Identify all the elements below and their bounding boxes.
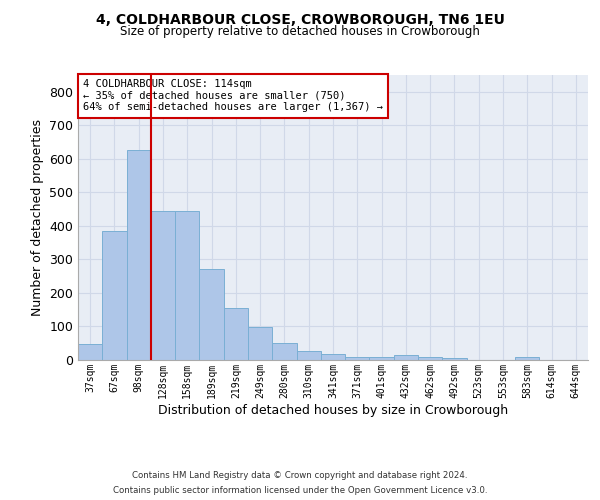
Bar bbox=[272, 342, 296, 360]
Bar bbox=[248, 328, 272, 360]
Text: Size of property relative to detached houses in Crowborough: Size of property relative to detached ho… bbox=[120, 25, 480, 38]
Text: Contains HM Land Registry data © Crown copyright and database right 2024.: Contains HM Land Registry data © Crown c… bbox=[132, 471, 468, 480]
Bar bbox=[78, 344, 102, 360]
Bar bbox=[515, 358, 539, 360]
X-axis label: Distribution of detached houses by size in Crowborough: Distribution of detached houses by size … bbox=[158, 404, 508, 416]
Bar bbox=[394, 355, 418, 360]
Bar bbox=[151, 212, 175, 360]
Bar bbox=[321, 354, 345, 360]
Bar bbox=[102, 231, 127, 360]
Bar bbox=[442, 358, 467, 360]
Bar bbox=[418, 356, 442, 360]
Bar bbox=[296, 350, 321, 360]
Bar bbox=[175, 212, 199, 360]
Bar bbox=[199, 270, 224, 360]
Bar bbox=[127, 150, 151, 360]
Bar bbox=[370, 356, 394, 360]
Bar bbox=[345, 356, 370, 360]
Text: 4, COLDHARBOUR CLOSE, CROWBOROUGH, TN6 1EU: 4, COLDHARBOUR CLOSE, CROWBOROUGH, TN6 1… bbox=[95, 12, 505, 26]
Text: Contains public sector information licensed under the Open Government Licence v3: Contains public sector information licen… bbox=[113, 486, 487, 495]
Bar bbox=[224, 308, 248, 360]
Text: 4 COLDHARBOUR CLOSE: 114sqm
← 35% of detached houses are smaller (750)
64% of se: 4 COLDHARBOUR CLOSE: 114sqm ← 35% of det… bbox=[83, 80, 383, 112]
Y-axis label: Number of detached properties: Number of detached properties bbox=[31, 119, 44, 316]
